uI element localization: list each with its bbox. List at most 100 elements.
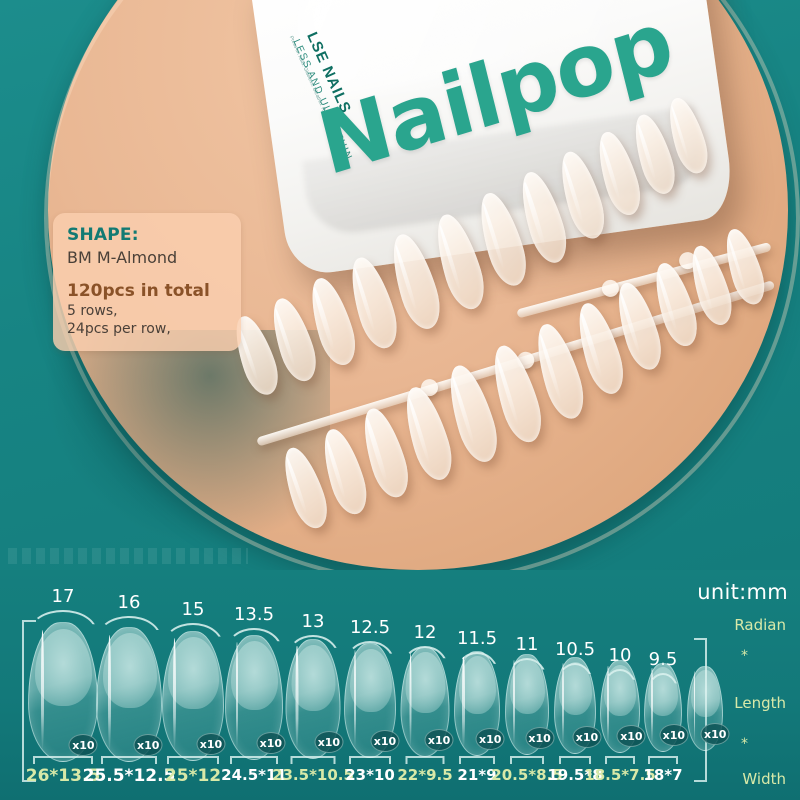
watermark xyxy=(8,548,248,564)
size-dimension-label: 23*10 xyxy=(345,766,395,784)
chart-nail-tip xyxy=(285,639,341,759)
nail-frost-area xyxy=(35,628,93,706)
unit-label: unit:mm xyxy=(697,580,788,604)
nail-frost-area xyxy=(102,633,157,708)
quantity-badge: x10 xyxy=(475,728,505,750)
radian-value: 17 xyxy=(51,586,75,607)
size-dimension-label: 24.5*11 xyxy=(221,766,287,784)
nail-shine xyxy=(173,638,177,752)
quantity-badge: x10 xyxy=(424,729,454,751)
width-bracket xyxy=(510,756,544,764)
size-dimension-label: 21*9 xyxy=(457,766,497,784)
radian-arc xyxy=(29,610,97,632)
width-bracket xyxy=(459,756,495,764)
radian-arc xyxy=(345,641,395,663)
nail-shine xyxy=(561,662,564,747)
nail-frost-area xyxy=(168,637,219,709)
radian-value: 11 xyxy=(515,634,539,655)
quantity-badge: x10 xyxy=(700,723,730,745)
size-dimension-label: 18*7 xyxy=(643,766,683,784)
nail-frost-area xyxy=(458,656,496,714)
nail-frost-area xyxy=(558,661,593,715)
shape-label: SHAPE: xyxy=(67,225,139,245)
width-bracket xyxy=(605,756,635,764)
nail-frost-area xyxy=(509,658,546,715)
radian-value: 13 xyxy=(301,611,325,632)
quantity-badge: x10 xyxy=(68,734,98,756)
chart-nail-tip xyxy=(162,631,224,761)
quantity-badge: x10 xyxy=(572,726,602,748)
quantity-badge: x10 xyxy=(659,724,689,746)
rows-count: 5 rows, xyxy=(67,303,118,319)
size-dimension-label: 25*12 xyxy=(164,766,222,786)
length-bracket-left xyxy=(22,620,36,782)
row-label-radian: Radian xyxy=(734,616,786,634)
radian-value: 10.5 xyxy=(554,639,596,660)
quantity-badge: x10 xyxy=(314,731,344,753)
row-label-width: Width xyxy=(742,770,786,788)
nail-shine xyxy=(295,645,299,750)
nail-frost-area xyxy=(349,648,392,712)
radian-value: 15 xyxy=(181,599,205,620)
size-dimension-label: 20.5*8.5 xyxy=(491,766,563,784)
radian-arc xyxy=(226,628,282,650)
nail-frost-area xyxy=(291,644,336,711)
shape-info-card: SHAPE: BM M-Almond 120pcs in total 5 row… xyxy=(53,213,241,351)
nail-frost-area xyxy=(604,664,637,716)
quantity-badge: x10 xyxy=(525,727,555,749)
product-photo: Press on nails. Glueless. Ultrathin. Reu… xyxy=(0,0,800,570)
size-dimension-label: 18.5*7.5 xyxy=(584,766,656,784)
radian-value: 13.5 xyxy=(233,604,275,625)
radian-arc xyxy=(163,623,223,645)
nail-frost-area xyxy=(231,640,279,710)
width-bracket xyxy=(648,756,678,764)
nail-shine xyxy=(40,629,44,752)
row-label-star-bottom: * xyxy=(741,736,748,752)
radian-value: 12.5 xyxy=(349,617,391,638)
pieces-per-row: 24pcs per row, xyxy=(67,321,171,337)
nail-shine xyxy=(513,659,516,748)
nail-frost-area xyxy=(648,667,679,717)
quantity-badge: x10 xyxy=(256,732,286,754)
radian-arc xyxy=(287,635,339,657)
nail-shine xyxy=(409,653,412,749)
width-bracket xyxy=(230,756,278,764)
size-dimension-label: 22*9.5 xyxy=(397,766,453,784)
size-dimension-label: 19.5*8 xyxy=(547,766,603,784)
nail-shine xyxy=(693,671,696,745)
quantity-badge: x10 xyxy=(196,733,226,755)
radian-value: 16 xyxy=(117,592,141,613)
nail-shine xyxy=(107,634,112,752)
row-label-length: Length xyxy=(734,694,786,712)
size-chart: unit:mm Radian * Length * Width 17 16 15 13… xyxy=(0,570,800,800)
size-dimension-label: 26*13.5 xyxy=(25,766,101,786)
quantity-badge: x10 xyxy=(370,730,400,752)
quantity-badge: x10 xyxy=(133,734,163,756)
size-dimension-label: 23.5*10.5 xyxy=(272,766,354,784)
shape-value: BM M-Almond xyxy=(67,248,178,267)
nail-shine xyxy=(353,649,356,750)
radian-value: 11.5 xyxy=(456,628,498,649)
width-bracket xyxy=(33,756,93,764)
quantity-badge: x10 xyxy=(616,725,646,747)
size-dimension-label: 25.5*12.5 xyxy=(82,766,176,786)
radian-value: 12 xyxy=(413,622,437,643)
radian-arc xyxy=(97,616,161,638)
nail-frost-area xyxy=(691,670,720,717)
width-bracket xyxy=(290,756,336,764)
nail-shine xyxy=(607,665,610,746)
nail-shine xyxy=(462,657,465,748)
chart-nail-tip xyxy=(96,627,162,762)
nail-shine xyxy=(651,668,653,745)
width-bracket xyxy=(559,756,591,764)
total-pieces: 120pcs in total xyxy=(67,281,210,301)
table-drop-shadow xyxy=(30,330,330,560)
row-label-star-top: * xyxy=(741,648,748,664)
width-bracket xyxy=(167,756,219,764)
nail-shine xyxy=(235,642,239,751)
width-bracket xyxy=(349,756,391,764)
size-columns: 17 16 15 13.5 13 12.5 12 11.5 11 10.5 10 9.5 x10 x10 x… xyxy=(0,570,730,800)
width-bracket xyxy=(101,756,157,764)
width-bracket xyxy=(405,756,445,764)
